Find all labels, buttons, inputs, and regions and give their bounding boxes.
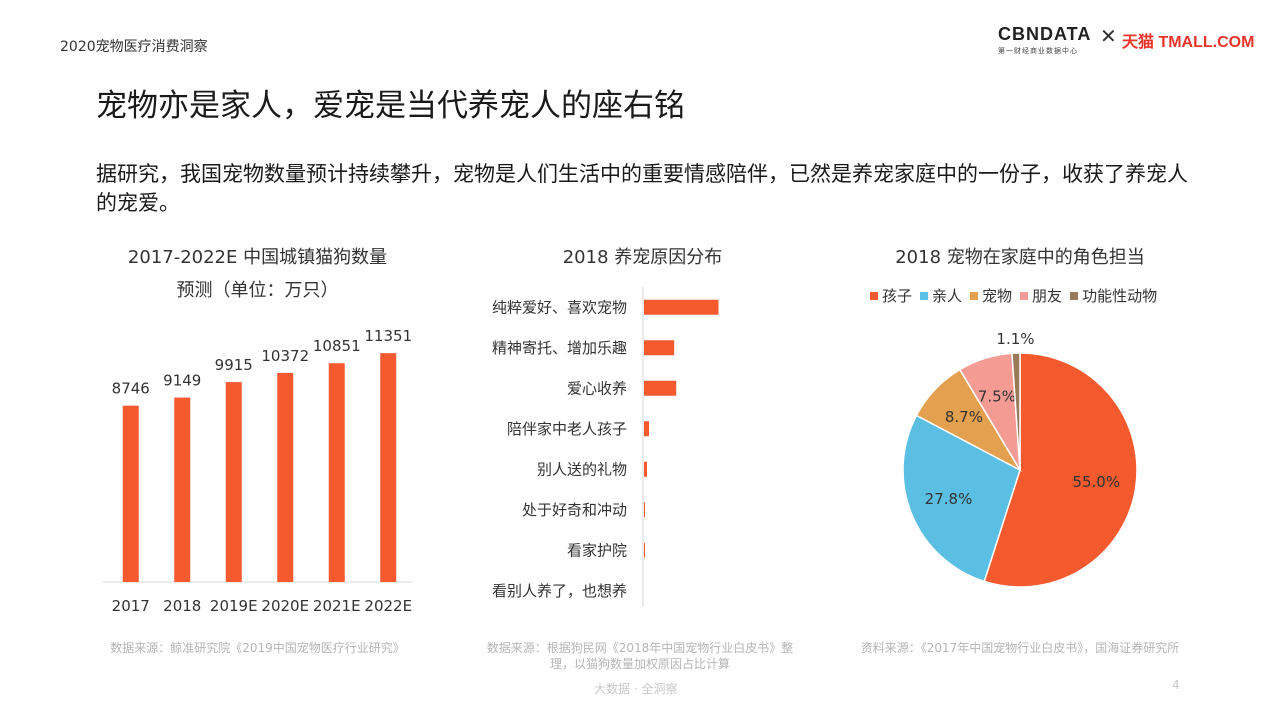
pie-slice-亲人 xyxy=(902,414,1021,583)
hbar-category-label: 看别人养了，也想养 xyxy=(492,582,627,600)
legend-item-4: 功能性动物 xyxy=(1070,285,1157,306)
bar-value-label: 11351 xyxy=(364,327,412,345)
hbar-category-label: 处于好奇和冲动 xyxy=(522,501,627,519)
pie-chart-source: 资料来源：《2017年中国宠物行业白皮书》，国海证券研究所 xyxy=(860,641,1180,655)
bar-category-label: 2018 xyxy=(163,597,201,615)
legend-item-3: 朋友 xyxy=(1020,285,1062,306)
report-title: 2020宠物医疗消费洞察 xyxy=(60,39,208,55)
legend-swatch xyxy=(1070,291,1079,300)
legend-item-2: 宠物 xyxy=(970,285,1012,306)
legend-label: 功能性动物 xyxy=(1082,287,1158,305)
pie-legend: 孩子 亲人 宠物 朋友 功能性动物 xyxy=(870,285,1157,306)
hbar-category-label: 爱心收养 xyxy=(567,379,627,397)
legend-label: 宠物 xyxy=(982,287,1013,305)
bar-2017 xyxy=(122,405,139,582)
intro-paragraph: 据研究，我国宠物数量预计持续攀升，宠物是人们生活中的重要情感陪伴，已然是养宠家庭… xyxy=(96,162,1188,215)
legend-swatch xyxy=(970,291,979,300)
logo-cross-icon: ✕ xyxy=(1100,24,1117,48)
hbar-bar xyxy=(644,340,675,356)
bar-category-label: 2020E xyxy=(261,597,309,615)
bar-chart-subtitle: 预测（单位：万只） xyxy=(176,280,339,301)
pie-value-label: 8.7% xyxy=(945,408,983,426)
hbar-category-label: 看家护院 xyxy=(567,541,627,559)
pie-value-label: 55.0% xyxy=(1072,473,1120,491)
hbar-bar xyxy=(644,421,650,437)
cbndata-logo: CBNDATA xyxy=(998,24,1092,44)
legend-label: 孩子 xyxy=(882,287,913,305)
bar-chart-title: 2017-2022E 中国城镇猫狗数量 xyxy=(127,247,388,268)
legend-swatch xyxy=(920,291,929,300)
hbar-bar xyxy=(644,542,646,558)
page-title: 宠物亦是家人，爱宠是当代养宠人的座右铭 xyxy=(96,88,685,124)
hbar-category-label: 纯粹爱好、喜欢宠物 xyxy=(492,298,627,316)
bar-value-label: 8746 xyxy=(112,380,150,398)
hbar-bar xyxy=(644,299,719,315)
pie-value-label: 7.5% xyxy=(978,387,1016,405)
legend-label: 亲人 xyxy=(932,287,963,305)
bar-value-label: 9149 xyxy=(163,372,201,390)
legend-swatch xyxy=(870,291,878,300)
footer-tagline: 大数据 · 全洞察 xyxy=(594,682,678,696)
pie-chart-title: 2018 宠物在家庭中的角色担当 xyxy=(895,247,1145,268)
cat-dog-count-bar-chart: 8746 2017 9149 2018 9915 2019E 10372 2020E 10851… xyxy=(103,327,412,615)
bar-2020E xyxy=(277,372,294,582)
bar-2021E xyxy=(328,363,345,582)
hbar-category-label: 别人送的礼物 xyxy=(537,460,627,478)
pie-slice-功能性动物 xyxy=(1011,352,1021,471)
hbar-bar xyxy=(644,380,677,396)
pie-slice-孩子 xyxy=(983,352,1138,588)
bar-category-label: 2019E xyxy=(210,597,258,615)
pet-reason-bar-chart: 纯粹爱好、喜欢宠物精神寄托、增加乐趣爱心收养陪伴家中老人孩子别人送的礼物处于好奇… xyxy=(492,287,719,607)
bar-2018 xyxy=(174,397,191,582)
legend-swatch xyxy=(1020,291,1029,300)
cbndata-logo-subtitle: 第一财经商业数据中心 xyxy=(998,47,1078,55)
pie-value-label: 27.8% xyxy=(925,490,973,508)
bar-value-label: 10851 xyxy=(313,337,361,355)
hbar-chart-source: 数据来源：根据狗民网《2018年中国宠物行业白皮书》整理，以猫狗数量加权原因占比… xyxy=(486,641,794,671)
bar-2022E xyxy=(380,353,397,582)
bar-value-label: 9915 xyxy=(215,356,253,374)
legend-item-0: 孩子 xyxy=(870,285,912,306)
bar-category-label: 2017 xyxy=(112,597,150,615)
bar-chart-source: 数据来源：鲸准研究院《2019中国宠物医疗行业研究》 xyxy=(110,641,405,655)
bar-value-label: 10372 xyxy=(261,347,309,365)
hbar-category-label: 陪伴家中老人孩子 xyxy=(507,420,627,438)
hbar-bar xyxy=(644,502,646,518)
page-number: 4 xyxy=(1172,678,1180,692)
tmall-logo: 天猫 TMALL.COM xyxy=(1122,34,1255,51)
legend-label: 朋友 xyxy=(1032,287,1063,305)
legend-item-1: 亲人 xyxy=(920,285,962,306)
bar-2019E xyxy=(225,382,242,582)
hbar-category-label: 精神寄托、增加乐趣 xyxy=(492,339,627,357)
bar-category-label: 2022E xyxy=(364,597,412,615)
hbar-chart-title: 2018 养宠原因分布 xyxy=(562,247,723,268)
bar-category-label: 2021E xyxy=(313,597,361,615)
pie-value-label: 1.1% xyxy=(996,330,1034,348)
pet-role-pie-chart: 55.0% 27.8% 8.7% 7.5% 1.1% xyxy=(902,330,1138,588)
hbar-bar xyxy=(644,461,648,477)
